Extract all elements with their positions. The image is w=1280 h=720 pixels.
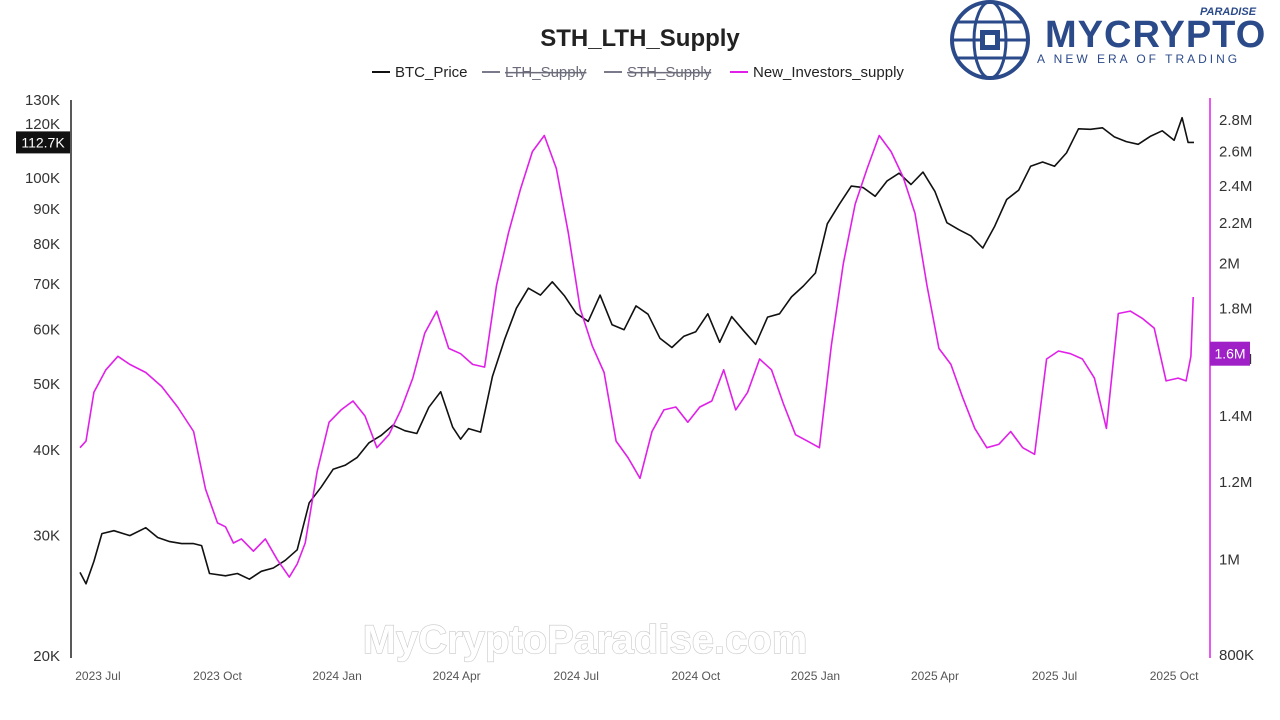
right-tick-label: 1.8M <box>1219 301 1252 318</box>
x-axis-ticks: 2023 Jul 2023 Oct 2024 Jan 2024 Apr 2024 Jul… <box>75 669 1199 683</box>
chart-title: STH_LTH_Supply <box>540 25 740 52</box>
left-current-label: 112.7K <box>21 134 65 150</box>
right-tick-label: 1.2M <box>1219 474 1252 491</box>
globe-circuit-icon <box>950 0 1030 80</box>
right-tick-label: 2.6M <box>1219 144 1252 161</box>
x-tick-label: 2025 Oct <box>1150 669 1199 683</box>
legend-item-new-investors-supply[interactable]: New_Investors_supply <box>753 64 904 81</box>
x-tick-label: 2024 Apr <box>433 669 481 683</box>
left-tick-label: 120K <box>25 116 60 133</box>
brand-superscript: PARADISE <box>1200 6 1257 18</box>
x-tick-label: 2023 Jul <box>75 669 120 683</box>
right-current-badge: 1.6M <box>1210 341 1250 366</box>
x-tick-label: 2024 Oct <box>671 669 720 683</box>
right-tick-label: 2.4M <box>1219 178 1252 195</box>
x-tick-label: 2024 Jul <box>554 669 599 683</box>
x-tick-label: 2024 Jan <box>312 669 361 683</box>
brand-name: MYCRYPTO <box>1045 14 1266 56</box>
brand-tagline: A NEW ERA OF TRADING <box>1037 52 1240 66</box>
legend-item-btc-price[interactable]: BTC_Price <box>395 64 468 81</box>
right-tick-label: 2.8M <box>1219 112 1252 129</box>
series-line-btc-price <box>79 116 1194 585</box>
brand-logo: MYCRYPTO PARADISE A NEW ERA OF TRADING <box>950 0 1266 80</box>
left-axis-ticks: 20K 30K 40K 50K 60K 70K 80K 90K 100K 120K 130K <box>25 92 60 665</box>
legend-item-sth-supply[interactable]: STH_Supply <box>627 64 712 81</box>
left-tick-label: 100K <box>25 170 60 187</box>
left-tick-label: 90K <box>33 201 60 218</box>
right-current-label: 1.6M <box>1214 346 1245 362</box>
legend: BTC_Price LTH_Supply STH_Supply New_Investo… <box>372 64 904 81</box>
watermark-text: MyCryptoParadise.com <box>363 618 808 662</box>
series-line-new-investors-supply <box>79 134 1194 578</box>
right-tick-label: 1.4M <box>1219 408 1252 425</box>
left-tick-label: 60K <box>33 322 60 339</box>
series-group <box>79 116 1194 585</box>
left-tick-label: 20K <box>33 648 60 665</box>
left-tick-label: 130K <box>25 92 60 109</box>
right-tick-label: 800K <box>1219 647 1254 664</box>
right-tick-label: 2M <box>1219 256 1240 273</box>
legend-item-lth-supply[interactable]: LTH_Supply <box>505 64 587 81</box>
x-tick-label: 2025 Jul <box>1032 669 1077 683</box>
left-tick-label: 40K <box>33 442 60 459</box>
left-current-badge: 112.7K <box>16 131 70 154</box>
x-tick-label: 2025 Apr <box>911 669 959 683</box>
left-tick-label: 30K <box>33 528 60 545</box>
right-tick-label: 1M <box>1219 552 1240 569</box>
x-tick-label: 2025 Jan <box>791 669 840 683</box>
left-tick-label: 80K <box>33 236 60 253</box>
x-tick-label: 2023 Oct <box>193 669 242 683</box>
left-tick-label: 50K <box>33 376 60 393</box>
left-tick-label: 70K <box>33 276 60 293</box>
right-tick-label: 2.2M <box>1219 215 1252 232</box>
